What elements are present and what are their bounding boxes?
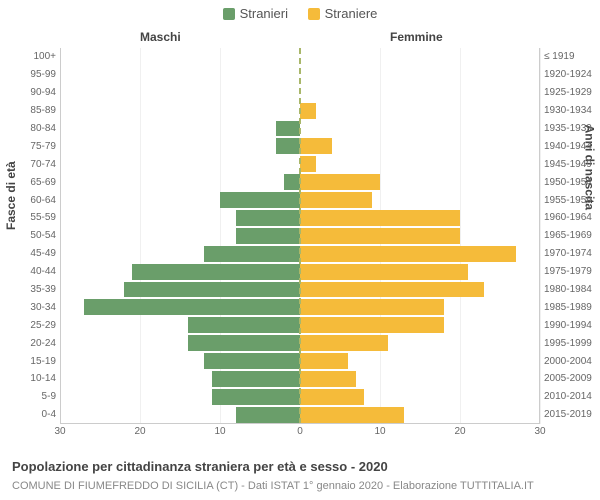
bar-female: [300, 371, 356, 387]
birth-label: 1985-1989: [544, 302, 600, 313]
birth-label: 1920-1924: [544, 69, 600, 80]
age-label: 50-54: [8, 230, 56, 241]
chart-title: Popolazione per cittadinanza straniera p…: [12, 459, 588, 474]
bar-female: [300, 264, 468, 280]
age-label: 45-49: [8, 248, 56, 259]
x-tick-label: 20: [454, 426, 465, 437]
bar-female: [300, 103, 316, 119]
bar-male: [132, 264, 300, 280]
bar-male: [276, 138, 300, 154]
age-label: 55-59: [8, 212, 56, 223]
x-tick-label: 30: [54, 426, 65, 437]
bar-male: [212, 389, 300, 405]
bar-female: [300, 282, 484, 298]
bar-female: [300, 192, 372, 208]
bar-male: [204, 353, 300, 369]
legend-female-label: Straniere: [325, 6, 378, 21]
birth-label: 1930-1934: [544, 105, 600, 116]
x-tick-label: 30: [534, 426, 545, 437]
age-label: 95-99: [8, 69, 56, 80]
bar-female: [300, 335, 388, 351]
bar-female: [300, 246, 516, 262]
age-label: 65-69: [8, 177, 56, 188]
birth-label: 1970-1974: [544, 248, 600, 259]
age-label: 0-4: [8, 409, 56, 420]
bar-male: [276, 121, 300, 137]
birth-label: ≤ 1919: [544, 51, 600, 62]
x-tick-label: 10: [214, 426, 225, 437]
legend-male: Stranieri: [223, 6, 288, 21]
birth-label: 1950-1954: [544, 177, 600, 188]
age-label: 5-9: [8, 391, 56, 402]
birth-label: 1945-1949: [544, 159, 600, 170]
column-headers: Maschi Femmine: [0, 30, 600, 48]
gridline: [540, 48, 541, 424]
center-line: [299, 48, 301, 424]
x-tick-label: 20: [134, 426, 145, 437]
x-axis: 3020100102030: [60, 426, 540, 444]
birth-label: 1935-1939: [544, 123, 600, 134]
bar-female: [300, 317, 444, 333]
age-label: 20-24: [8, 338, 56, 349]
age-label: 60-64: [8, 195, 56, 206]
bar-male: [236, 210, 300, 226]
bar-male: [212, 371, 300, 387]
bar-female: [300, 156, 316, 172]
birth-label: 2015-2019: [544, 409, 600, 420]
bar-female: [300, 228, 460, 244]
age-label: 30-34: [8, 302, 56, 313]
birth-label: 1995-1999: [544, 338, 600, 349]
bar-male: [124, 282, 300, 298]
x-axis-line: [60, 423, 540, 424]
birth-label: 1955-1959: [544, 195, 600, 206]
age-label: 10-14: [8, 373, 56, 384]
header-male: Maschi: [140, 30, 181, 44]
age-label: 40-44: [8, 266, 56, 277]
birth-label: 1925-1929: [544, 87, 600, 98]
age-label: 90-94: [8, 87, 56, 98]
age-label: 100+: [8, 51, 56, 62]
legend: Stranieri Straniere: [0, 6, 600, 23]
header-female: Femmine: [390, 30, 443, 44]
bar-male: [188, 335, 300, 351]
legend-female: Straniere: [308, 6, 378, 21]
bar-male: [284, 174, 300, 190]
legend-male-label: Stranieri: [240, 6, 288, 21]
bar-male: [236, 228, 300, 244]
bar-male: [84, 299, 300, 315]
birth-label: 1960-1964: [544, 212, 600, 223]
bar-female: [300, 299, 444, 315]
bar-female: [300, 210, 460, 226]
bar-male: [204, 246, 300, 262]
bar-female: [300, 353, 348, 369]
x-tick-label: 10: [374, 426, 385, 437]
birth-label: 1990-1994: [544, 320, 600, 331]
bar-male: [188, 317, 300, 333]
chart-subtitle: COMUNE DI FIUMEFREDDO DI SICILIA (CT) - …: [12, 480, 588, 492]
birth-label: 1965-1969: [544, 230, 600, 241]
swatch-female: [308, 8, 320, 20]
age-label: 80-84: [8, 123, 56, 134]
birth-label: 2000-2004: [544, 356, 600, 367]
birth-label: 1940-1944: [544, 141, 600, 152]
bar-male: [236, 407, 300, 423]
age-label: 70-74: [8, 159, 56, 170]
age-label: 15-19: [8, 356, 56, 367]
swatch-male: [223, 8, 235, 20]
age-label: 25-29: [8, 320, 56, 331]
bar-female: [300, 174, 380, 190]
bar-female: [300, 138, 332, 154]
bar-female: [300, 389, 364, 405]
age-label: 85-89: [8, 105, 56, 116]
chart-area: 100+≤ 191995-991920-192490-941925-192985…: [60, 48, 540, 444]
birth-label: 2005-2009: [544, 373, 600, 384]
birth-label: 2010-2014: [544, 391, 600, 402]
birth-label: 1980-1984: [544, 284, 600, 295]
x-tick-label: 0: [297, 426, 303, 437]
birth-label: 1975-1979: [544, 266, 600, 277]
bar-male: [220, 192, 300, 208]
age-label: 35-39: [8, 284, 56, 295]
age-label: 75-79: [8, 141, 56, 152]
bar-female: [300, 407, 404, 423]
